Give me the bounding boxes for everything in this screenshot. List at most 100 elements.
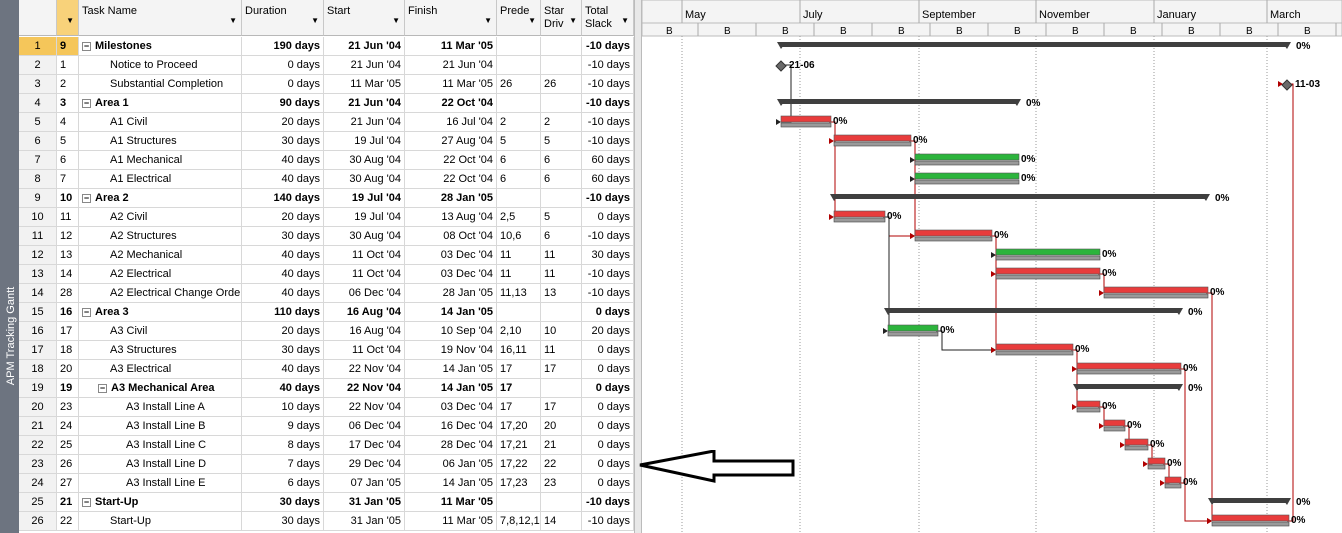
duration-cell[interactable]: 40 days — [242, 151, 324, 170]
id-cell[interactable]: 2 — [57, 75, 79, 94]
driving-cell[interactable]: 2 — [541, 113, 582, 132]
task-name-cell[interactable]: − Start-Up — [79, 493, 242, 512]
task-name-cell[interactable]: A3 Install Line E — [79, 474, 242, 493]
duration-cell[interactable]: 30 days — [242, 493, 324, 512]
split-bar[interactable] — [634, 0, 642, 533]
driving-cell[interactable]: 23 — [541, 474, 582, 493]
finish-cell[interactable]: 16 Dec '04 — [405, 417, 497, 436]
collapse-toggle-icon[interactable]: − — [98, 382, 107, 393]
task-name-cell[interactable]: A3 Install Line C — [79, 436, 242, 455]
table-row[interactable]: 26 22 Start-Up 30 days 31 Jan '05 11 Mar '05 7… — [19, 512, 634, 531]
finish-cell[interactable]: 22 Oct '04 — [405, 94, 497, 113]
start-cell[interactable]: 30 Aug '04 — [324, 151, 405, 170]
row-number[interactable]: 17 — [19, 341, 57, 360]
predecessors-cell[interactable]: 2,10 — [497, 322, 541, 341]
total-slack-cell[interactable]: 30 days — [582, 246, 634, 265]
duration-cell[interactable]: 30 days — [242, 341, 324, 360]
predecessors-cell[interactable]: 2 — [497, 113, 541, 132]
id-cell[interactable]: 26 — [57, 455, 79, 474]
id-cell[interactable]: 25 — [57, 436, 79, 455]
column-header-finish[interactable]: Finish ▼ — [405, 0, 497, 36]
predecessors-cell[interactable] — [497, 303, 541, 322]
predecessors-cell[interactable]: 17,21 — [497, 436, 541, 455]
id-cell[interactable]: 19 — [57, 379, 79, 398]
table-row[interactable]: 21 24 A3 Install Line B 9 days 06 Dec '04 16 … — [19, 417, 634, 436]
predecessors-cell[interactable]: 5 — [497, 132, 541, 151]
task-name-cell[interactable]: A3 Install Line B — [79, 417, 242, 436]
finish-cell[interactable]: 11 Mar '05 — [405, 37, 497, 56]
predecessors-cell[interactable]: 7,8,12,1 — [497, 512, 541, 531]
driving-cell[interactable]: 21 — [541, 436, 582, 455]
predecessors-cell[interactable] — [497, 94, 541, 113]
id-cell[interactable]: 17 — [57, 322, 79, 341]
collapse-toggle-icon[interactable]: − — [82, 306, 91, 317]
start-cell[interactable]: 07 Jan '05 — [324, 474, 405, 493]
total-slack-cell[interactable]: 0 days — [582, 474, 634, 493]
driving-cell[interactable]: 6 — [541, 170, 582, 189]
finish-cell[interactable]: 11 Mar '05 — [405, 512, 497, 531]
id-cell[interactable]: 21 — [57, 493, 79, 512]
task-name-cell[interactable]: Notice to Proceed — [79, 56, 242, 75]
driving-cell[interactable] — [541, 37, 582, 56]
duration-cell[interactable]: 10 days — [242, 398, 324, 417]
id-cell[interactable]: 3 — [57, 94, 79, 113]
id-cell[interactable]: 16 — [57, 303, 79, 322]
driving-cell[interactable]: 13 — [541, 284, 582, 303]
total-slack-cell[interactable]: 20 days — [582, 322, 634, 341]
table-row[interactable]: 18 20 A3 Electrical 40 days 22 Nov '04 14 Jan… — [19, 360, 634, 379]
driving-cell[interactable]: 11 — [541, 246, 582, 265]
start-cell[interactable]: 21 Jun '04 — [324, 56, 405, 75]
total-slack-cell[interactable]: -10 days — [582, 265, 634, 284]
start-cell[interactable]: 29 Dec '04 — [324, 455, 405, 474]
driving-cell[interactable]: 5 — [541, 208, 582, 227]
task-name-cell[interactable]: Substantial Completion — [79, 75, 242, 94]
duration-cell[interactable]: 90 days — [242, 94, 324, 113]
predecessors-cell[interactable]: 10,6 — [497, 227, 541, 246]
finish-cell[interactable]: 27 Aug '04 — [405, 132, 497, 151]
table-row[interactable]: 19 19− A3 Mechanical Area 40 days 22 Nov '04… — [19, 379, 634, 398]
task-name-cell[interactable]: − Area 2 — [79, 189, 242, 208]
start-cell[interactable]: 19 Jul '04 — [324, 189, 405, 208]
driving-cell[interactable]: 17 — [541, 360, 582, 379]
task-name-cell[interactable]: A3 Electrical — [79, 360, 242, 379]
predecessors-cell[interactable] — [497, 493, 541, 512]
total-slack-cell[interactable]: 60 days — [582, 151, 634, 170]
column-header-driv[interactable]: Star Driv ▼ — [541, 0, 582, 36]
total-slack-cell[interactable]: -10 days — [582, 493, 634, 512]
finish-cell[interactable]: 08 Oct '04 — [405, 227, 497, 246]
finish-cell[interactable]: 03 Dec '04 — [405, 398, 497, 417]
task-name-cell[interactable]: A1 Electrical — [79, 170, 242, 189]
select-all-corner[interactable] — [19, 0, 57, 36]
duration-cell[interactable]: 20 days — [242, 322, 324, 341]
total-slack-cell[interactable]: -10 days — [582, 37, 634, 56]
id-cell[interactable]: 14 — [57, 265, 79, 284]
table-row[interactable]: 14 28 A2 Electrical Change Order 40 days 06 … — [19, 284, 634, 303]
total-slack-cell[interactable]: -10 days — [582, 94, 634, 113]
predecessors-cell[interactable]: 26 — [497, 75, 541, 94]
start-cell[interactable]: 22 Nov '04 — [324, 360, 405, 379]
predecessors-cell[interactable]: 17 — [497, 360, 541, 379]
table-row[interactable]: 10 11 A2 Civil 20 days 19 Jul '04 13 Aug '04 2… — [19, 208, 634, 227]
total-slack-cell[interactable]: 0 days — [582, 436, 634, 455]
duration-cell[interactable]: 40 days — [242, 170, 324, 189]
collapse-toggle-icon[interactable]: − — [82, 97, 91, 108]
start-cell[interactable]: 31 Jan '05 — [324, 493, 405, 512]
total-slack-cell[interactable]: -10 days — [582, 512, 634, 531]
predecessors-cell[interactable] — [497, 56, 541, 75]
driving-cell[interactable] — [541, 379, 582, 398]
finish-cell[interactable]: 11 Mar '05 — [405, 75, 497, 94]
driving-cell[interactable]: 6 — [541, 151, 582, 170]
table-row[interactable]: 3 2 Substantial Completion 0 days 11 Mar '05… — [19, 75, 634, 94]
task-name-cell[interactable]: A2 Civil — [79, 208, 242, 227]
task-name-cell[interactable]: A1 Structures — [79, 132, 242, 151]
id-cell[interactable]: 12 — [57, 227, 79, 246]
driving-cell[interactable]: 6 — [541, 227, 582, 246]
total-slack-cell[interactable]: -10 days — [582, 113, 634, 132]
id-cell[interactable]: 28 — [57, 284, 79, 303]
duration-cell[interactable]: 110 days — [242, 303, 324, 322]
finish-cell[interactable]: 22 Oct '04 — [405, 151, 497, 170]
id-cell[interactable]: 1 — [57, 56, 79, 75]
start-cell[interactable]: 16 Aug '04 — [324, 322, 405, 341]
total-slack-cell[interactable]: 60 days — [582, 170, 634, 189]
predecessors-cell[interactable]: 17,20 — [497, 417, 541, 436]
